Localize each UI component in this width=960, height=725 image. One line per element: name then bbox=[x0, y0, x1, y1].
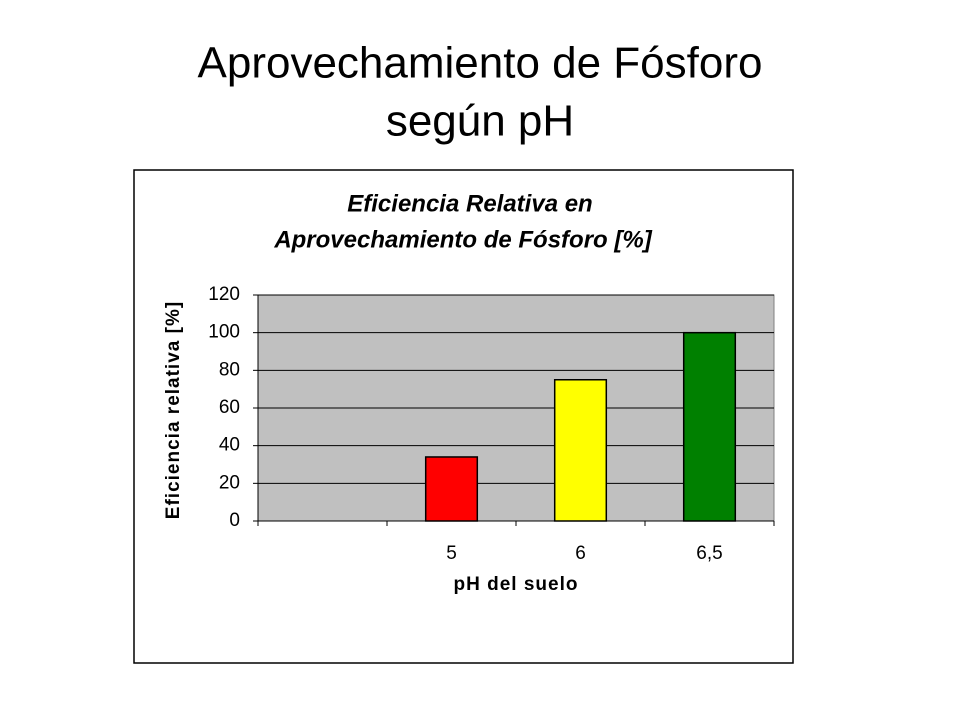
y-tick-label: 100 bbox=[208, 322, 240, 343]
bar bbox=[553, 379, 608, 522]
chart-title: Eficiencia Relativa en bbox=[347, 190, 592, 217]
x-tick-label: 5 bbox=[446, 543, 457, 564]
chart-title: Aprovechamiento de Fósforo [%] bbox=[273, 226, 652, 253]
y-tick-label: 120 bbox=[208, 284, 240, 305]
x-tick-label: 6,5 bbox=[696, 543, 722, 564]
x-tick-label: 6 bbox=[575, 543, 586, 564]
y-tick-label: 80 bbox=[219, 359, 240, 380]
x-axis-label: pH del suelo bbox=[454, 574, 579, 595]
y-tick-label: 40 bbox=[219, 435, 240, 456]
bar bbox=[682, 331, 737, 522]
slide-title: según pH bbox=[386, 97, 574, 146]
y-axis-label: Eficiencia relativa [%] bbox=[163, 301, 184, 519]
y-tick-label: 20 bbox=[219, 472, 240, 493]
slide-title: Aprovechamiento de Fósforo bbox=[198, 39, 763, 88]
bar bbox=[424, 456, 479, 522]
y-tick-label: 0 bbox=[229, 510, 240, 531]
y-tick-label: 60 bbox=[219, 397, 240, 418]
